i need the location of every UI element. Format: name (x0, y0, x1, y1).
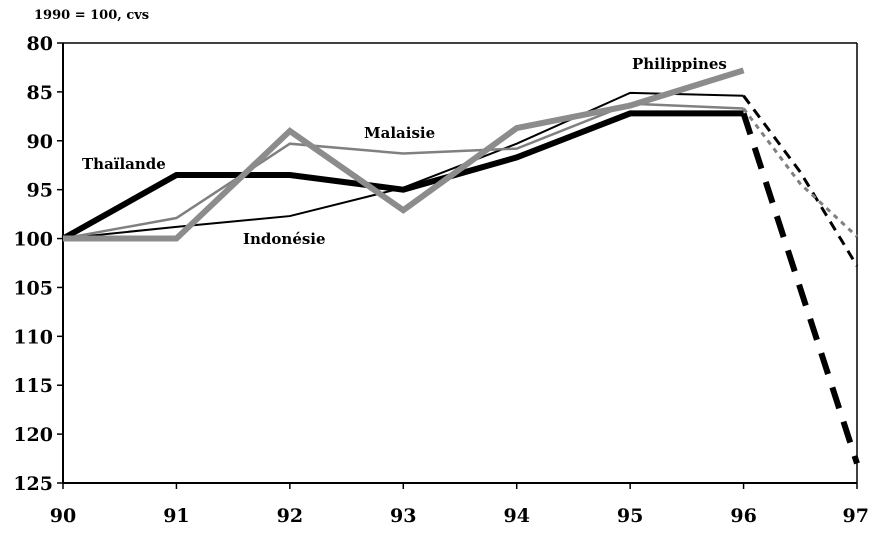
y-tick-label: 110 (13, 326, 53, 348)
series-label: Malaisie (364, 124, 435, 142)
y-tick-label: 85 (27, 82, 53, 104)
series-label: Thaïlande (82, 155, 166, 173)
x-tick-label: 91 (163, 505, 189, 527)
y-tick-label: 100 (13, 229, 53, 251)
y-tick-label: 90 (27, 131, 53, 153)
y-tick-label: 120 (13, 424, 53, 446)
y-tick-label: 80 (27, 33, 53, 55)
x-tick-label: 94 (503, 505, 529, 527)
chart-subtitle: 1990 = 100, cvs (34, 8, 149, 23)
x-tick-label: 95 (617, 505, 643, 527)
y-tick-label: 105 (13, 277, 53, 299)
series-projection-line (744, 109, 857, 237)
x-tick-label: 96 (730, 505, 756, 527)
series-projection-line (744, 113, 857, 463)
y-tick-label: 115 (13, 375, 53, 397)
y-tick-label: 95 (27, 180, 53, 202)
x-tick-label: 93 (390, 505, 416, 527)
y-tick-label: 125 (13, 473, 53, 495)
series-projection-line (744, 96, 857, 266)
x-tick-label: 90 (50, 505, 76, 527)
x-tick-label: 92 (277, 505, 303, 527)
series-label: Indonésie (243, 230, 326, 248)
x-tick-label: 97 (843, 505, 869, 527)
series-label: Philippines (632, 55, 727, 73)
